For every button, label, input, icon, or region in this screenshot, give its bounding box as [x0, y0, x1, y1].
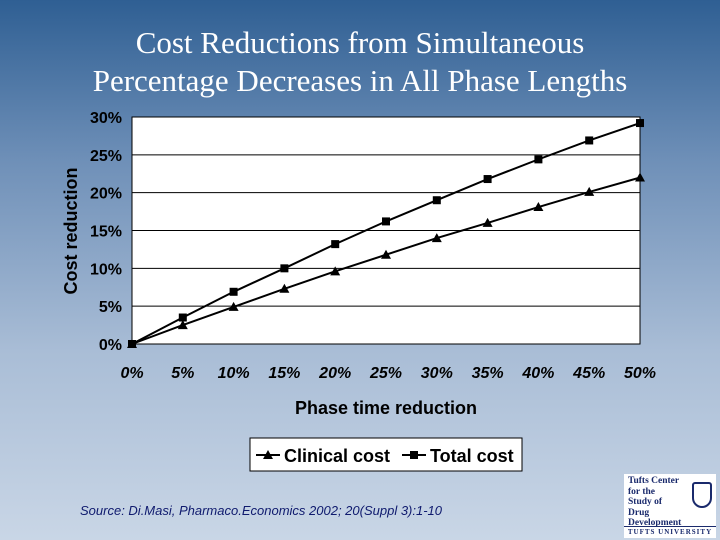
total-cost-point — [128, 340, 136, 348]
clinical-cost-point — [431, 233, 442, 243]
y-tick-labels: 0% 5% 10% 15% 20% 25% 30% — [90, 110, 122, 354]
x-tick-label: 10% — [218, 365, 250, 382]
x-axis-label: Phase time reduction — [295, 398, 477, 418]
x-tick-label: 50% — [624, 365, 656, 382]
clinical-cost-point — [330, 266, 341, 276]
y-tick-label: 15% — [90, 224, 122, 241]
x-tick-label: 45% — [572, 365, 605, 382]
source-note: Source: Di.Masi, Pharmaco.Economics 2002… — [80, 503, 443, 518]
x-tick-label: 25% — [369, 365, 402, 382]
clinical-cost-point — [381, 249, 391, 259]
y-tick-label: 30% — [90, 110, 122, 127]
x-tick-label: 40% — [521, 365, 554, 382]
x-tick-label: 35% — [472, 365, 504, 382]
total-cost-point — [382, 217, 390, 226]
x-tick-label: 30% — [421, 365, 453, 382]
series-layer — [127, 119, 645, 348]
total-cost-point — [280, 264, 289, 273]
logo-line-2: for the — [628, 486, 655, 497]
legend: Clinical cost Total cost — [249, 437, 523, 472]
y-tick-label: 25% — [90, 148, 122, 165]
legend-total-cost-label: Total cost — [430, 446, 514, 466]
legend-clinical-cost-label: Clinical cost — [284, 446, 390, 466]
legend-box — [249, 437, 523, 472]
title-line-2: Percentage Decreases in All Phase Length… — [92, 63, 628, 98]
y-tick-label: 0% — [99, 337, 122, 354]
clinical-cost-point — [177, 320, 188, 330]
total-cost-point — [483, 175, 492, 184]
x-tick-label: 15% — [268, 365, 300, 382]
y-axis-label: Cost reduction — [61, 167, 81, 294]
tufts-center-logo: Tufts Center for the Study of Drug Devel… — [624, 474, 716, 538]
y-tick-label: 5% — [99, 299, 122, 316]
seal-icon — [692, 482, 712, 508]
logo-line-4: Drug Development — [628, 507, 682, 529]
clinical-cost-point — [228, 301, 239, 311]
logo-text: Tufts Center for the Study of Drug Devel… — [628, 476, 690, 529]
title-line-1: Cost Reductions from Simultaneous — [135, 25, 585, 60]
total-cost-point — [229, 287, 238, 296]
legend-clinical-cost-marker — [263, 450, 273, 459]
total-cost-point — [636, 119, 644, 128]
logo-line-1: Tufts Center — [628, 476, 680, 486]
x-tick-label: 20% — [318, 365, 351, 382]
y-tick-label: 10% — [90, 261, 122, 278]
slide-title: Cost Reductions from Simultaneous Percen… — [0, 24, 720, 100]
total-cost-point — [534, 155, 543, 164]
total-cost-point — [331, 240, 340, 249]
clinical-cost-point — [533, 202, 544, 212]
total-cost-point — [585, 136, 594, 145]
clinical-cost-point — [482, 217, 493, 227]
clinical-cost-point — [279, 283, 290, 293]
logo-line-3: Study of — [628, 497, 663, 507]
x-tick-label: 0% — [120, 365, 143, 382]
total-cost-point — [178, 313, 187, 322]
total-cost-point — [432, 196, 441, 205]
logo-footer: TUFTS UNIVERSITY — [624, 526, 716, 536]
x-tick-label: 5% — [171, 365, 194, 382]
y-tick-label: 20% — [90, 186, 122, 203]
x-tick-labels: 0% 5% 10% 15% 20% 25% 30% 35% 40% 45% 50% — [120, 365, 656, 382]
clinical-cost-point — [635, 172, 645, 182]
grid-lines — [132, 116, 640, 345]
clinical-cost-point — [584, 186, 595, 196]
legend-total-cost-marker — [410, 451, 418, 459]
